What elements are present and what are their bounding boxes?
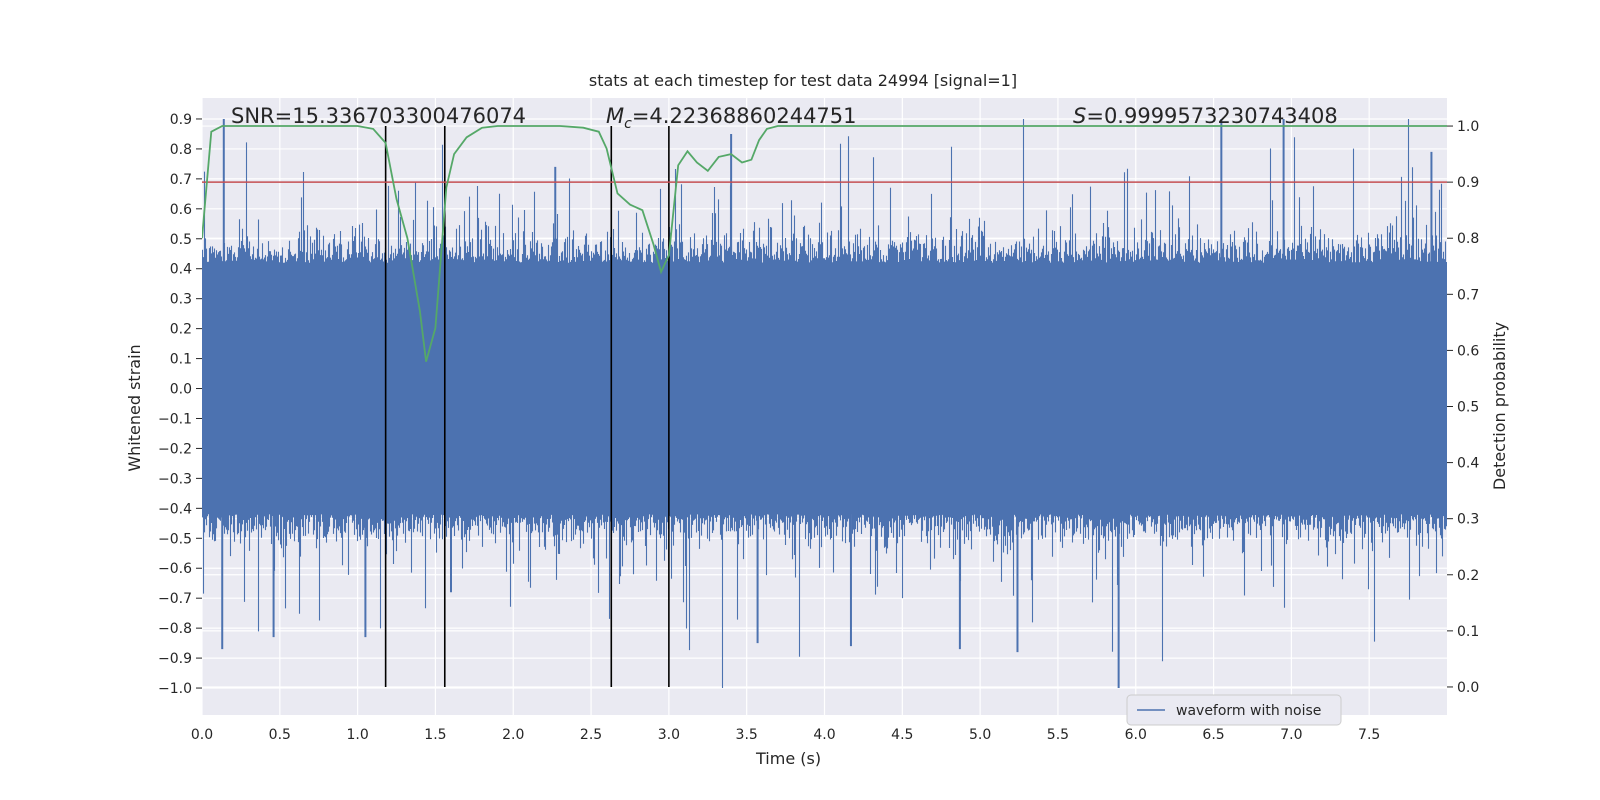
s-value: =0.9999573230743408 (1086, 104, 1337, 128)
y-tick-label-left: −0.1 (158, 411, 192, 427)
y-tick-label-left: −0.5 (158, 531, 192, 547)
y-tick-label-left: 0.3 (170, 292, 192, 308)
y-tick-label-left: −0.7 (158, 591, 192, 607)
snr-annotation: SNR=15.336703300476074 (231, 104, 526, 128)
x-tick-label: 2.5 (580, 727, 602, 743)
x-tick-label: 1.0 (346, 727, 368, 743)
waveform-series (202, 119, 1447, 688)
left-y-axis-ticks: 0.9 0.8 0.7 0.6 0.5 0.4 0.3 0.2 0.1 0.0 −0.1 −0.2 −0… (158, 112, 202, 697)
y-tick-label-right: 0.5 (1457, 400, 1479, 416)
y-tick-label-right: 0.0 (1457, 680, 1479, 696)
y-tick-label-right: 0.4 (1457, 456, 1479, 472)
y-tick-label-right: 0.7 (1457, 287, 1479, 303)
y-tick-label-left: −0.4 (158, 501, 192, 517)
y-tick-label-left: −0.6 (158, 561, 192, 577)
y-tick-label-left: 0.5 (170, 232, 192, 248)
legend-label: waveform with noise (1176, 703, 1321, 719)
y-tick-label-right: 0.2 (1457, 568, 1479, 584)
mc-symbol: M (606, 104, 624, 128)
y-tick-label-left: 0.7 (170, 172, 192, 188)
snr-prefix: SNR= (231, 104, 292, 128)
x-tick-label: 0.5 (269, 727, 291, 743)
y-tick-label-left: 0.1 (170, 352, 192, 368)
x-tick-label: 5.5 (1047, 727, 1069, 743)
y-tick-label-right: 0.8 (1457, 231, 1479, 247)
x-tick-label: 5.0 (969, 727, 991, 743)
x-tick-label: 1.5 (424, 727, 446, 743)
detection-probability-series (202, 125, 1447, 362)
x-tick-label: 4.0 (813, 727, 835, 743)
snr-value: 15.336703300476074 (292, 104, 526, 128)
x-tick-label: 3.5 (736, 727, 758, 743)
x-tick-label: 4.5 (891, 727, 913, 743)
mc-value: =4.22368860244751 (632, 104, 857, 128)
waveform-peaks (221, 118, 1433, 689)
right-y-axis-label: Detection probability (1490, 322, 1509, 490)
y-tick-label-right: 0.9 (1457, 175, 1479, 191)
y-tick-label-right: 0.1 (1457, 624, 1479, 640)
s-symbol: S (1073, 104, 1086, 128)
y-tick-label-left: −0.2 (158, 441, 192, 457)
chirp-mass-annotation: Mc=4.22368860244751 (606, 104, 857, 132)
chart-title: stats at each timestep for test data 249… (589, 71, 1017, 90)
plot-area (202, 118, 1447, 689)
y-tick-label-left: −0.8 (158, 621, 192, 637)
x-tick-label: 2.0 (502, 727, 524, 743)
legend-box (1126, 694, 1342, 726)
x-tick-label: 7.5 (1358, 727, 1380, 743)
y-tick-label-left: −0.3 (158, 471, 192, 487)
y-tick-label-left: 0.6 (170, 202, 192, 218)
legend: waveform with noise (1126, 694, 1342, 726)
left-y-axis-label: Whitened strain (125, 344, 144, 471)
x-tick-label: 3.0 (658, 727, 680, 743)
marker-lines (384, 126, 670, 687)
x-tick-label: 6.5 (1202, 727, 1224, 743)
y-tick-label-left: −1.0 (158, 681, 192, 697)
mc-subscript: c (624, 116, 632, 132)
x-tick-label: 6.0 (1125, 727, 1147, 743)
y-tick-label-left: 0.9 (170, 112, 192, 128)
y-tick-label-left: 0.4 (170, 262, 192, 278)
y-tick-label-right: 1.0 (1457, 119, 1479, 135)
y-tick-label-left: 0.2 (170, 322, 192, 338)
y-tick-label-left: −0.9 (158, 651, 192, 667)
y-tick-label-right: 0.3 (1457, 512, 1479, 528)
x-tick-label: 7.0 (1280, 727, 1302, 743)
y-tick-label-left: 0.0 (170, 382, 192, 398)
x-axis-label: Time (s) (755, 749, 821, 768)
x-axis-ticks: 0.0 0.5 1.0 1.5 2.0 2.5 3.0 3.5 4.0 4.5 5.0 5.5 6.0 6… (191, 727, 1380, 743)
x-tick-label: 0.0 (191, 727, 213, 743)
s-annotation: S=0.9999573230743408 (1073, 104, 1338, 128)
y-tick-label-right: 0.6 (1457, 343, 1479, 359)
right-y-axis-ticks: 1.0 0.9 0.8 0.7 0.6 0.5 0.4 0.3 0.2 0.1 0.0 (1447, 119, 1479, 696)
y-tick-label-left: 0.8 (170, 142, 192, 158)
